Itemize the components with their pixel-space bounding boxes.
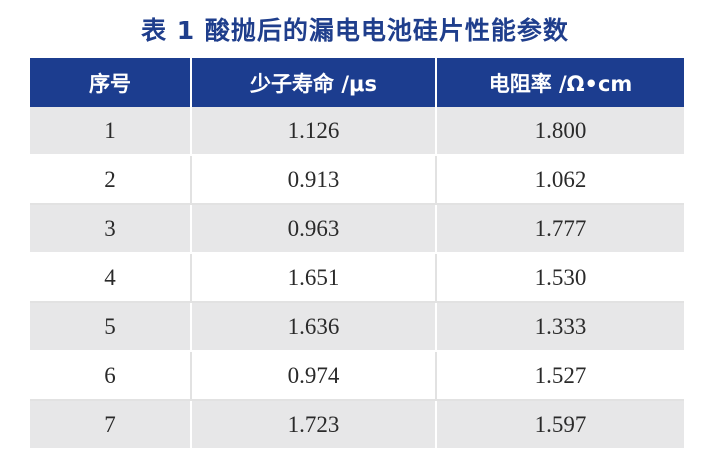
cell-resistivity: 1.597	[436, 400, 684, 450]
cell-index: 6	[30, 351, 192, 401]
table-row: 1 1.126 1.800	[30, 107, 684, 156]
cell-resistivity: 1.800	[436, 107, 684, 156]
cell-resistivity: 1.530	[436, 253, 684, 303]
table-row: 6 0.974 1.527	[30, 351, 684, 401]
cell-index: 1	[30, 107, 192, 156]
cell-lifetime: 0.974	[191, 351, 437, 401]
table-header-row: 序号 少子寿命 /μs 电阻率 /Ω•cm	[30, 58, 684, 107]
cell-index: 7	[30, 400, 192, 450]
cell-index: 2	[30, 155, 192, 205]
table-row: 5 1.636 1.333	[30, 302, 684, 352]
cell-resistivity: 1.062	[436, 155, 684, 205]
table-row: 2 0.913 1.062	[30, 155, 684, 205]
header-minority-carrier-lifetime: 少子寿命 /μs	[191, 58, 437, 107]
cell-lifetime: 1.723	[191, 400, 437, 450]
cell-lifetime: 1.651	[191, 253, 437, 303]
table-row: 3 0.963 1.777	[30, 204, 684, 254]
cell-resistivity: 1.333	[436, 302, 684, 352]
header-index: 序号	[30, 58, 192, 107]
cell-lifetime: 0.963	[191, 204, 437, 254]
table-row: 7 1.723 1.597	[30, 400, 684, 450]
cell-lifetime: 1.636	[191, 302, 437, 352]
cell-lifetime: 1.126	[191, 107, 437, 156]
table-caption: 表 1 酸抛后的漏电电池硅片性能参数	[141, 16, 569, 45]
cell-resistivity: 1.527	[436, 351, 684, 401]
cell-index: 5	[30, 302, 192, 352]
table-row: 4 1.651 1.530	[30, 253, 684, 303]
data-table: 序号 少子寿命 /μs 电阻率 /Ω•cm 1 1.126 1.800 2 0.…	[30, 58, 684, 450]
header-resistivity: 电阻率 /Ω•cm	[436, 58, 684, 107]
cell-lifetime: 0.913	[191, 155, 437, 205]
cell-index: 4	[30, 253, 192, 303]
cell-index: 3	[30, 204, 192, 254]
data-table-container: 序号 少子寿命 /μs 电阻率 /Ω•cm 1 1.126 1.800 2 0.…	[30, 58, 684, 450]
cell-resistivity: 1.777	[436, 204, 684, 254]
